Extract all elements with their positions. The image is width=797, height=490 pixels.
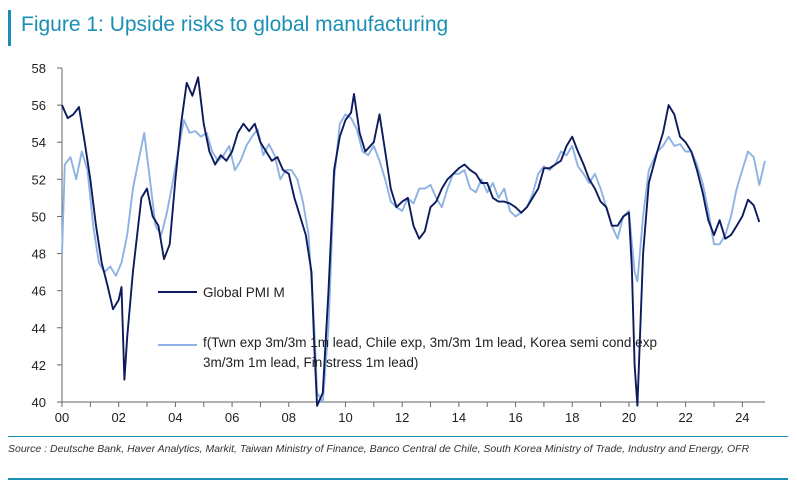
x-tick-label: 22 (678, 410, 692, 425)
x-tick-label: 02 (111, 410, 125, 425)
title-bar: Figure 1: Upside risks to global manufac… (8, 10, 788, 46)
series-line-global-pmi (61, 76, 761, 407)
x-tick-label: 00 (55, 410, 69, 425)
y-tick-label: 40 (32, 395, 46, 410)
y-tick-label: 50 (32, 209, 46, 224)
x-tick-label: 16 (508, 410, 522, 425)
y-tick-label: 42 (32, 358, 46, 373)
x-tick-label: 24 (735, 410, 749, 425)
y-tick-label: 52 (32, 172, 46, 187)
bottom-rule (8, 478, 788, 480)
axes: 40 42 44 46 48 50 52 54 56 58 00 02 04 06 08 10 12 14 16 18… (32, 61, 765, 425)
x-tick-label: 10 (338, 410, 352, 425)
legend-label-model-line-1: f(Twn exp 3m/3m 1m lead, Chile exp, 3m/3… (203, 335, 657, 350)
x-tick-label: 14 (452, 410, 466, 425)
x-tick-label: 04 (168, 410, 182, 425)
y-tick-label: 56 (32, 98, 46, 113)
legend-label-model-line-2: 3m/3m 1m lead, Fin stress 1m lead) (203, 355, 418, 370)
series-layer (61, 76, 766, 407)
y-tick-label: 48 (32, 247, 46, 262)
source-note: Source : Deutsche Bank, Haver Analytics,… (8, 443, 750, 455)
separator-rule (8, 436, 788, 437)
x-tick-label: 06 (225, 410, 239, 425)
legend: Global PMI M f(Twn exp 3m/3m 1m lead, Ch… (158, 285, 661, 370)
y-tick-label: 54 (32, 135, 46, 150)
y-tick-label: 46 (32, 284, 46, 299)
legend-label-model: f(Twn exp 3m/3m 1m lead, Chile exp, 3m/3… (203, 335, 661, 370)
x-tick-label: 20 (622, 410, 636, 425)
y-tick-label: 44 (32, 321, 46, 336)
x-tick-label: 18 (565, 410, 579, 425)
y-tick-label: 58 (32, 61, 46, 76)
legend-label-global-pmi: Global PMI M (203, 285, 285, 300)
chart-title: Figure 1: Upside risks to global manufac… (21, 13, 449, 36)
x-tick-label: 12 (395, 410, 409, 425)
x-tick-label: 08 (282, 410, 296, 425)
